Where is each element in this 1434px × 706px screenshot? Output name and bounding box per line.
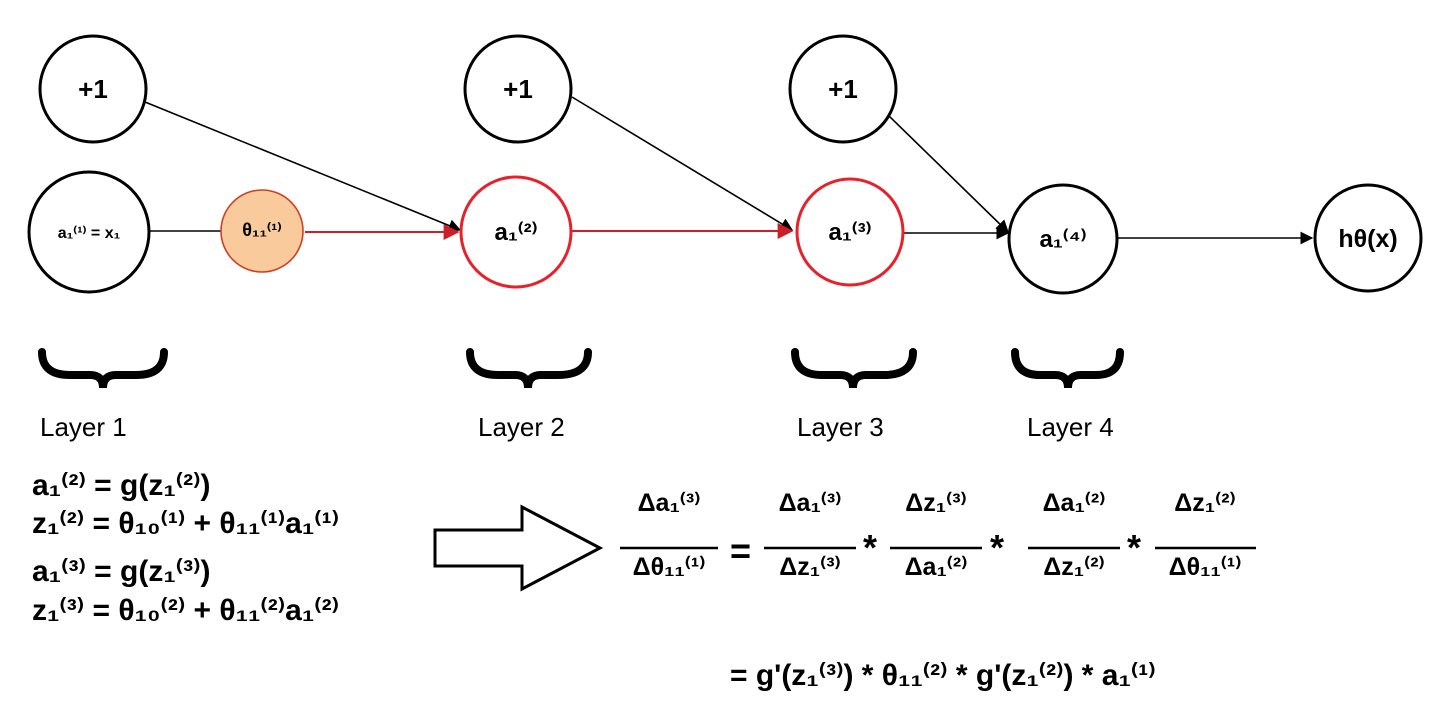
hidden-node-a1-4-label: a₁⁽⁴⁾ [1040, 226, 1087, 253]
fraction-factor-1-denominator: Δz₁⁽³⁾ [779, 553, 841, 581]
fraction-factor-4: Δz₁⁽²⁾ Δθ₁₁⁽¹⁾ [1155, 488, 1255, 582]
weight-node-theta11-1-label: θ₁₁⁽¹⁾ [242, 220, 281, 240]
hidden-node-a1-3-label: a₁⁽³⁾ [828, 219, 871, 246]
hidden-node-a1-2-label: a₁⁽²⁾ [494, 219, 537, 246]
layer-label-3: Layer 3 [797, 412, 884, 442]
bias-node-layer3 [788, 34, 898, 144]
bias-node-layer1-label: +1 [78, 74, 108, 104]
equation-a1-3: a₁⁽³⁾ = g(z₁⁽³⁾) [32, 555, 211, 588]
fraction-lhs-numerator: Δa₁⁽³⁾ [637, 489, 701, 517]
edge-bias1-a1-2 [144, 101, 462, 232]
hidden-node-a1-4 [1007, 183, 1119, 295]
bias-node-layer2 [463, 34, 573, 144]
fraction-factor-1: Δa₁⁽³⁾ Δz₁⁽³⁾ [760, 488, 860, 582]
fraction-factor-4-denominator: Δθ₁₁⁽¹⁾ [1168, 553, 1242, 581]
layer-label-2: Layer 2 [478, 412, 565, 442]
bias-node-layer1 [38, 34, 148, 144]
edge-bias3-a1-4 [887, 114, 1009, 233]
hidden-node-a1-2 [459, 175, 573, 289]
implies-arrow-icon [433, 504, 604, 592]
layer-label-4: Layer 4 [1027, 412, 1114, 442]
input-node-a1-1 [27, 170, 151, 294]
bias-node-layer2-label: +1 [503, 74, 533, 104]
bias-node-layer3-label: +1 [828, 74, 858, 104]
layer4-brace [1011, 348, 1124, 389]
fraction-lhs-denominator: Δθ₁₁⁽¹⁾ [632, 553, 706, 581]
fraction-factor-2-denominator: Δa₁⁽²⁾ [904, 553, 968, 581]
output-node-label: hθ(x) [1338, 225, 1397, 253]
times-sign-1: * [863, 527, 878, 568]
equation-z1-2: z₁⁽²⁾ = θ₁₀⁽¹⁾ + θ₁₁⁽¹⁾a₁⁽¹⁾ [32, 507, 339, 540]
fraction-factor-2: Δz₁⁽³⁾ Δa₁⁽²⁾ [886, 488, 986, 582]
weight-node-theta11-1 [220, 189, 304, 273]
chain-rule-result: = g'(z₁⁽³⁾) * θ₁₁⁽²⁾ * g'(z₁⁽²⁾) * a₁⁽¹⁾ [730, 659, 1156, 692]
hidden-node-a1-3 [795, 177, 905, 287]
times-sign-3: * [1127, 527, 1142, 568]
layer1-brace [38, 348, 168, 389]
layer2-brace [466, 348, 592, 389]
times-sign-2: * [990, 527, 1005, 568]
fraction-factor-3-denominator: Δz₁⁽²⁾ [1043, 553, 1105, 581]
fraction-factor-3: Δa₁⁽²⁾ Δz₁⁽²⁾ [1024, 488, 1124, 582]
fraction-lhs: Δa₁⁽³⁾ Δθ₁₁⁽¹⁾ [619, 488, 719, 582]
equation-z1-3: z₁⁽³⁾ = θ₁₀⁽²⁾ + θ₁₁⁽²⁾a₁⁽²⁾ [32, 594, 339, 627]
fraction-factor-1-numerator: Δa₁⁽³⁾ [778, 489, 842, 517]
fraction-factor-2-numerator: Δz₁⁽³⁾ [905, 489, 967, 517]
edge-bias2-a1-3 [571, 96, 794, 231]
input-node-a1-1-label: a₁⁽¹⁾ = x₁ [58, 225, 121, 242]
equals-sign: = [730, 530, 752, 571]
layer3-brace [791, 348, 917, 389]
layer-label-1: Layer 1 [40, 412, 127, 442]
equation-a1-2: a₁⁽²⁾ = g(z₁⁽²⁾) [32, 469, 211, 502]
fraction-factor-4-numerator: Δz₁⁽²⁾ [1174, 489, 1236, 517]
output-node [1313, 183, 1423, 293]
fraction-factor-3-numerator: Δa₁⁽²⁾ [1042, 489, 1106, 517]
